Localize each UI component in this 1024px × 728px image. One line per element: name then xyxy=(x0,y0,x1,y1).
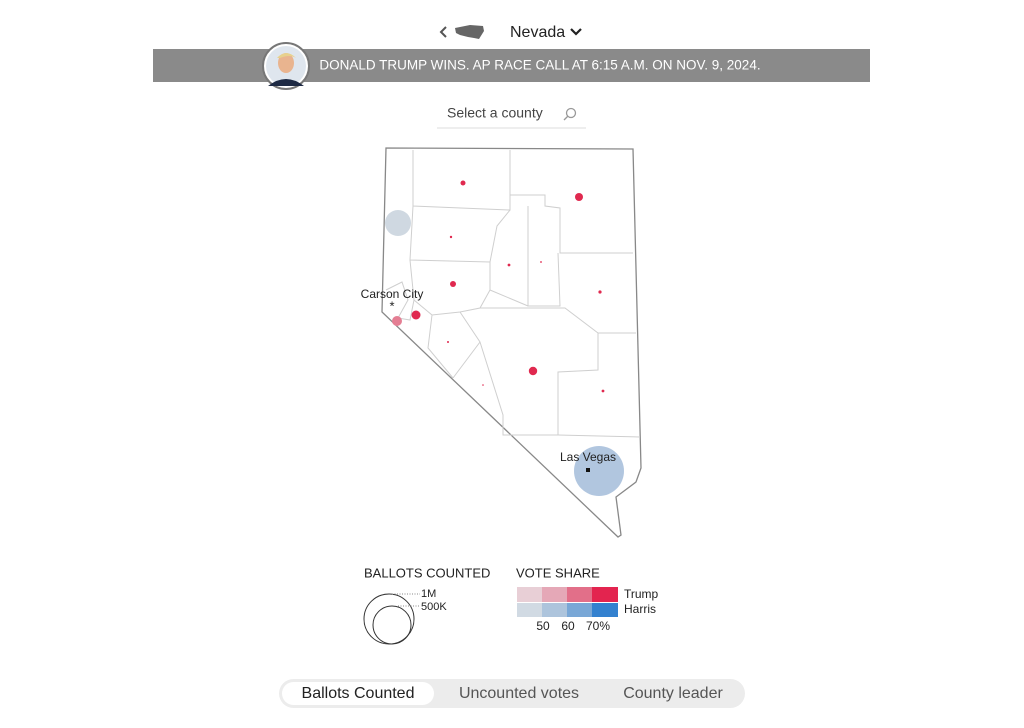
share-label: 60 xyxy=(561,619,575,633)
county-marker xyxy=(528,366,538,376)
county-marker xyxy=(460,180,466,186)
tabs: Ballots Counted Uncounted votes County l… xyxy=(279,679,745,708)
county-marker xyxy=(450,281,456,287)
county-border xyxy=(510,194,633,254)
size-label: 1M xyxy=(421,588,436,600)
swatch xyxy=(592,603,618,617)
county-marker xyxy=(447,341,449,343)
photo-face xyxy=(278,53,294,73)
county-marker xyxy=(392,316,402,326)
photo-suit xyxy=(268,79,304,86)
swatch xyxy=(567,603,592,617)
us-icon[interactable] xyxy=(455,25,484,39)
county-border xyxy=(480,289,636,334)
candidate-label: Trump xyxy=(624,587,659,601)
county-marker xyxy=(449,235,453,239)
size-label: 500K xyxy=(421,601,447,613)
swatch xyxy=(517,603,542,617)
banner-text: DONALD TRUMP WINS. AP RACE CALL AT 6:15 … xyxy=(319,58,760,73)
swatch xyxy=(592,587,618,602)
swatch xyxy=(517,587,542,602)
candidate-label: Harris xyxy=(624,602,656,616)
tab[interactable]: County leader xyxy=(623,685,723,702)
legend-title: VOTE SHARE xyxy=(516,565,600,580)
tab-selected-bg xyxy=(282,682,434,705)
city-star: * xyxy=(389,298,394,313)
vote-share-legend: VOTE SHARE Trump Harris 50 60 70% xyxy=(516,565,659,633)
search-icon[interactable] xyxy=(565,107,577,119)
county-marker xyxy=(601,389,605,393)
county-border xyxy=(527,206,561,307)
swatch xyxy=(542,587,567,602)
city-dot xyxy=(586,468,590,472)
city-label: Las Vegas xyxy=(560,450,616,464)
ballots-legend: BALLOTS COUNTED 1M 500K xyxy=(363,565,490,645)
swatch xyxy=(567,587,592,602)
county-marker xyxy=(385,210,411,236)
state-outline xyxy=(381,147,642,538)
size-circle-small xyxy=(372,605,412,645)
city-label: Carson City xyxy=(361,287,424,301)
back-arrow[interactable] xyxy=(439,26,447,38)
county-search[interactable]: Select a county xyxy=(437,105,586,129)
swatch xyxy=(542,603,567,617)
dropdown-arrow[interactable] xyxy=(570,28,582,36)
county-border xyxy=(427,314,641,438)
search-icon-handle[interactable] xyxy=(563,115,569,121)
search-placeholder[interactable]: Select a county xyxy=(447,105,543,121)
tab[interactable]: Ballots Counted xyxy=(302,685,415,702)
county-marker xyxy=(540,261,542,263)
share-label: 50 xyxy=(536,619,550,633)
share-label: 70% xyxy=(586,619,610,633)
map: * Carson City Las Vegas xyxy=(361,147,642,538)
county-marker xyxy=(507,263,511,267)
tab[interactable]: Uncounted votes xyxy=(459,685,579,702)
county-marker xyxy=(574,446,624,496)
candidate-photo xyxy=(262,42,310,90)
state-name[interactable]: Nevada xyxy=(510,24,565,41)
county-marker xyxy=(482,384,484,386)
county-border xyxy=(412,150,511,211)
county-marker xyxy=(598,290,602,294)
county-marker xyxy=(575,193,583,201)
legend-title: BALLOTS COUNTED xyxy=(364,565,490,580)
photo-hair xyxy=(277,53,296,58)
county-border xyxy=(385,281,415,321)
county-marker xyxy=(411,310,421,320)
nav[interactable]: Nevada xyxy=(439,24,582,41)
